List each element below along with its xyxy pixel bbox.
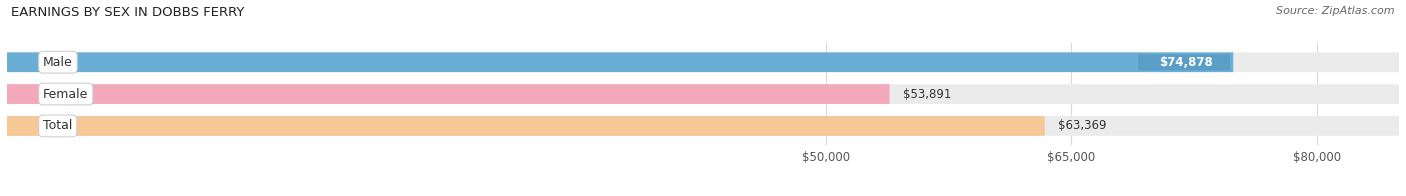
Text: EARNINGS BY SEX IN DOBBS FERRY: EARNINGS BY SEX IN DOBBS FERRY xyxy=(11,6,245,19)
Text: $74,878: $74,878 xyxy=(1159,56,1212,69)
Text: $63,369: $63,369 xyxy=(1057,119,1107,132)
Text: Male: Male xyxy=(44,56,73,69)
FancyBboxPatch shape xyxy=(7,84,890,104)
FancyBboxPatch shape xyxy=(7,116,1399,136)
Text: Total: Total xyxy=(44,119,73,132)
Text: Female: Female xyxy=(44,88,89,101)
FancyBboxPatch shape xyxy=(7,116,1045,136)
FancyBboxPatch shape xyxy=(7,84,1399,104)
FancyBboxPatch shape xyxy=(7,52,1233,72)
FancyBboxPatch shape xyxy=(1139,54,1230,70)
Text: Source: ZipAtlas.com: Source: ZipAtlas.com xyxy=(1277,6,1395,16)
Text: $53,891: $53,891 xyxy=(903,88,950,101)
FancyBboxPatch shape xyxy=(7,52,1399,72)
